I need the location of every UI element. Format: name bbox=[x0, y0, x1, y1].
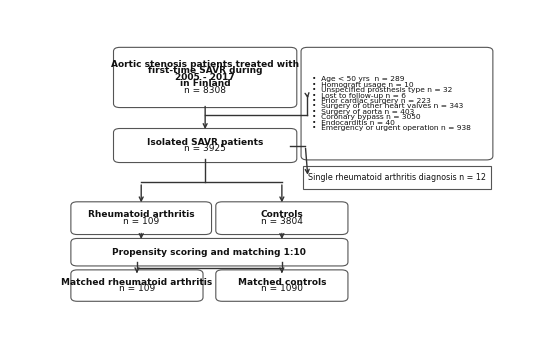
Text: •  Emergency or urgent operation n = 938: • Emergency or urgent operation n = 938 bbox=[312, 125, 471, 131]
Text: •  Unspecified prosthesis type n = 32: • Unspecified prosthesis type n = 32 bbox=[312, 87, 452, 93]
Text: Controls: Controls bbox=[261, 210, 303, 219]
Text: Matched rheumatoid arthritis: Matched rheumatoid arthritis bbox=[61, 278, 212, 287]
Text: Aortic stenosis patients treated with: Aortic stenosis patients treated with bbox=[111, 60, 299, 69]
Text: Single rheumatoid arthritis diagnosis n = 12: Single rheumatoid arthritis diagnosis n … bbox=[308, 173, 486, 182]
Text: n = 1090: n = 1090 bbox=[261, 284, 303, 293]
Text: •  Homograft usage n = 10: • Homograft usage n = 10 bbox=[312, 82, 414, 88]
FancyBboxPatch shape bbox=[303, 167, 491, 189]
Text: first-time SAVR during: first-time SAVR during bbox=[148, 66, 262, 75]
Text: •  Age < 50 yrs  n = 289: • Age < 50 yrs n = 289 bbox=[312, 76, 404, 82]
Text: Matched controls: Matched controls bbox=[238, 278, 326, 287]
Text: •  Endocarditis n = 40: • Endocarditis n = 40 bbox=[312, 120, 394, 125]
Text: Propensity scoring and matching 1:10: Propensity scoring and matching 1:10 bbox=[112, 248, 306, 257]
Text: n = 109: n = 109 bbox=[123, 217, 160, 226]
Text: n = 3925: n = 3925 bbox=[184, 144, 226, 153]
Text: Rheumatoid arthritis: Rheumatoid arthritis bbox=[88, 210, 195, 219]
Text: •  Prior cardiac surgery n = 223: • Prior cardiac surgery n = 223 bbox=[312, 98, 431, 104]
FancyBboxPatch shape bbox=[216, 202, 348, 235]
Text: •  Surgery of aorta n = 403: • Surgery of aorta n = 403 bbox=[312, 109, 414, 115]
FancyBboxPatch shape bbox=[301, 47, 493, 160]
Text: 2005 - 2017: 2005 - 2017 bbox=[175, 73, 235, 82]
Text: •  Coronary bypass n = 3050: • Coronary bypass n = 3050 bbox=[312, 114, 420, 120]
Text: n = 109: n = 109 bbox=[119, 284, 155, 293]
FancyBboxPatch shape bbox=[216, 270, 348, 301]
Text: n = 3804: n = 3804 bbox=[261, 217, 303, 226]
FancyBboxPatch shape bbox=[113, 129, 297, 163]
FancyBboxPatch shape bbox=[113, 47, 297, 107]
FancyBboxPatch shape bbox=[71, 238, 348, 266]
Text: n = 8308: n = 8308 bbox=[184, 86, 226, 95]
Text: in Finland: in Finland bbox=[180, 80, 230, 88]
Text: Isolated SAVR patients: Isolated SAVR patients bbox=[147, 138, 263, 147]
Text: •  Surgery of other heart valves n = 343: • Surgery of other heart valves n = 343 bbox=[312, 103, 463, 109]
Text: •  Lost to follow-up n = 6: • Lost to follow-up n = 6 bbox=[312, 92, 406, 99]
FancyBboxPatch shape bbox=[71, 202, 212, 235]
FancyBboxPatch shape bbox=[71, 270, 203, 301]
